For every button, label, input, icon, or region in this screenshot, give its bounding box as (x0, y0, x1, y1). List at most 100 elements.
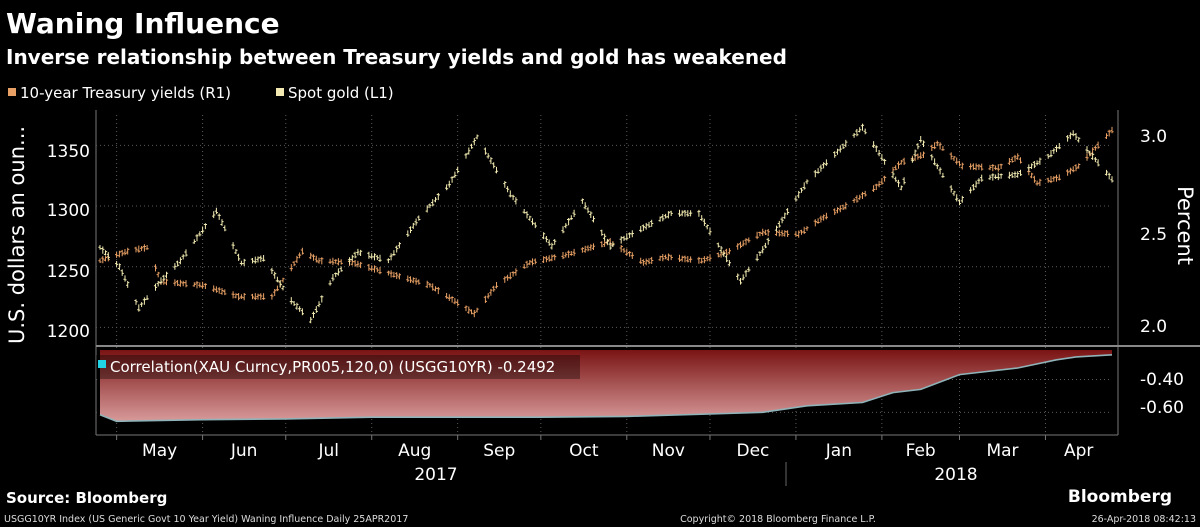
yields-bar (533, 258, 537, 265)
gold-bar (971, 184, 975, 191)
gold-bar (639, 226, 643, 233)
correlation-area (100, 350, 1112, 422)
correlation-legend: Correlation(XAU Curncy,PR005,120,0) (USG… (96, 355, 580, 379)
correlation-line (99, 354, 1113, 423)
yields-bar (1071, 166, 1075, 173)
yields-bar (952, 156, 956, 161)
gold-bar (176, 260, 180, 267)
gold-bar (1107, 172, 1111, 180)
yields-bar (877, 181, 881, 188)
yields-bar (919, 152, 923, 159)
gold-bar (708, 227, 712, 236)
yields-bar (1085, 153, 1089, 161)
yields-bar (386, 270, 390, 276)
gold-bar (919, 136, 923, 143)
yields-bar (960, 162, 964, 170)
gold-bar (514, 197, 518, 205)
gold-bar (1046, 153, 1050, 159)
yields-bar (1066, 169, 1070, 176)
gold-bar (242, 258, 246, 267)
copyright: Copyright© 2018 Bloomberg Finance L.P. (680, 514, 876, 525)
gold-bar (431, 199, 435, 207)
yields-bar (1104, 133, 1109, 139)
yields-bar (619, 245, 623, 253)
gold-bar (237, 253, 241, 261)
gold-bar (700, 215, 704, 221)
yields-bar (494, 282, 499, 289)
gold-bar (375, 255, 379, 260)
yields-bar (178, 279, 182, 287)
gold-bar (359, 249, 363, 256)
yields-bar (289, 264, 293, 272)
gold-bar (192, 239, 196, 244)
yields-bar (436, 287, 440, 295)
yields-bar (1093, 145, 1097, 151)
gold-bar (184, 249, 188, 257)
gold-bar (447, 180, 451, 188)
yields-bar (680, 255, 684, 262)
gold-bar (528, 215, 532, 221)
yields-bar (816, 218, 820, 224)
yields-bar (375, 267, 379, 273)
gold-bar (741, 274, 745, 281)
yields-bar (683, 255, 687, 263)
yields-bar (137, 245, 141, 253)
gold-bar (977, 178, 981, 185)
yields-bar (813, 219, 817, 227)
yields-bar (392, 271, 396, 278)
yields-bar (702, 256, 706, 264)
gold-bar (1032, 161, 1036, 169)
yields-bar (591, 243, 596, 250)
yields-bar (550, 254, 554, 262)
gold-bar (223, 225, 227, 232)
gold-bar (1091, 152, 1095, 160)
yields-bar (195, 281, 199, 289)
gold-bar (786, 208, 790, 215)
gold-bar (960, 195, 964, 203)
gold-bar (317, 301, 321, 308)
series-yields (98, 126, 1114, 318)
gold-bar (314, 306, 318, 313)
gold-bar (1096, 159, 1100, 167)
gold-bar (1066, 135, 1070, 142)
yields-bar (164, 278, 169, 286)
left-tick-1350: 1350 (47, 142, 90, 162)
yields-bar (738, 241, 743, 249)
yields-bar (716, 252, 720, 258)
yields-bar (1054, 174, 1059, 182)
gold-bar (328, 280, 332, 286)
yields-bar (522, 264, 526, 269)
month-label-feb: Feb (906, 441, 936, 461)
gold-bar (883, 158, 887, 165)
yields-bar (1107, 129, 1111, 137)
yields-bar (359, 261, 363, 269)
gold-bar (281, 285, 285, 291)
gold-bar (780, 216, 784, 224)
gold-bar (1030, 163, 1034, 169)
gold-bar (761, 246, 765, 254)
gold-bar (1093, 157, 1097, 163)
yields-bar (586, 245, 590, 252)
series-gold (98, 123, 1114, 324)
yields-bar (844, 202, 848, 210)
gold-bar (763, 242, 767, 249)
gold-bar (686, 210, 690, 217)
gold-bar (816, 168, 820, 174)
yields-bar (786, 230, 790, 237)
yields-bar (492, 285, 496, 292)
yields-bar (156, 271, 160, 278)
gold-bar (472, 138, 476, 146)
left-tick-1250: 1250 (47, 262, 90, 282)
yields-bar (98, 258, 102, 263)
yields-bar (622, 247, 626, 253)
yields-bar (661, 254, 665, 262)
gold-bar (603, 233, 607, 241)
timestamp: 26-Apr-2018 08:42:13 (1092, 514, 1196, 525)
gold-bar (181, 254, 185, 260)
correlation-legend-swatch (98, 360, 106, 368)
gold-bar (589, 211, 593, 218)
gold-bar (547, 239, 551, 246)
gold-bar (542, 232, 546, 240)
gold-bar (467, 147, 471, 155)
